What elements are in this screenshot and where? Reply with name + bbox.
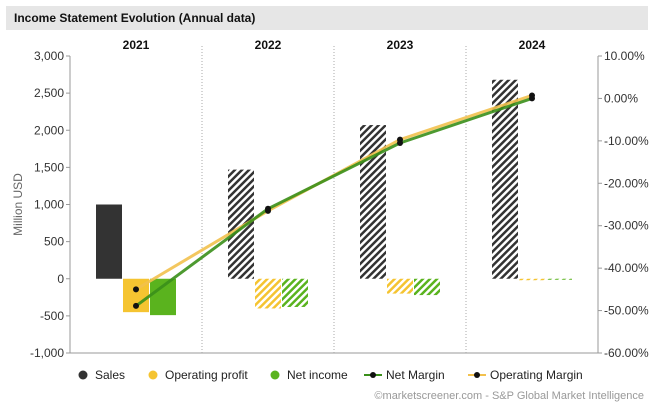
y-tick-label: 1,500: [34, 160, 64, 174]
category-label: 2022: [255, 38, 282, 52]
legend-swatch-dot: [474, 372, 480, 378]
net-income-bar: [282, 278, 308, 307]
legend-swatch-dot: [370, 372, 376, 378]
legend-symbol: [270, 370, 280, 380]
y-tick-label: 0: [57, 272, 64, 286]
source-credit: ©marketscreener.com - S&P Global Market …: [374, 390, 644, 402]
legend-symbol: [78, 370, 88, 380]
legend-symbol: [148, 370, 158, 380]
y2-tick-label: -30.00%: [604, 219, 649, 233]
net-margin-point: [397, 139, 403, 146]
y-tick-label: 3,000: [34, 49, 64, 63]
y2-tick-label: -50.00%: [604, 304, 649, 318]
sales-bar: [96, 204, 122, 279]
operating-profit-bar: [255, 278, 281, 309]
y-tick-label: 500: [44, 235, 64, 249]
category-label: 2024: [519, 38, 546, 52]
net-margin-point: [133, 302, 139, 309]
y2-tick-label: 0.00%: [604, 91, 638, 105]
operating-margin-point: [133, 286, 139, 293]
legend-label: Operating profit: [165, 368, 248, 382]
net-income-bar: [546, 278, 572, 280]
operating-profit-bar: [519, 278, 545, 281]
y2-tick-label: -60.00%: [604, 346, 649, 360]
net-margin-point: [529, 95, 535, 102]
y2-tick-label: -10.00%: [604, 134, 649, 148]
sales-bar: [492, 79, 518, 279]
net-income-bar: [414, 278, 440, 296]
y2-tick-label: -40.00%: [604, 261, 649, 275]
net-margin-point: [265, 205, 271, 212]
operating-profit-bar: [387, 278, 413, 294]
category-label: 2021: [123, 38, 150, 52]
category-label: 2023: [387, 38, 414, 52]
legend-swatch: [148, 370, 158, 380]
legend-label: Operating Margin: [490, 368, 583, 382]
legend-symbol: [468, 372, 486, 378]
legend-label: Net income: [287, 368, 348, 382]
legend-symbol: [364, 372, 382, 378]
legend-swatch: [78, 370, 88, 380]
chart-title: Income Statement Evolution (Annual data): [14, 11, 256, 25]
legend-label: Net Margin: [386, 368, 445, 382]
y2-tick-label: 10.00%: [604, 49, 645, 63]
net-margin-line: [135, 97, 533, 308]
y-tick-label: 2,000: [34, 123, 64, 137]
legend-label: Sales: [95, 368, 126, 382]
y2-tick-label: -20.00%: [604, 176, 649, 190]
y-tick-label: 1,000: [34, 198, 64, 212]
y-tick-label: 2,500: [34, 86, 64, 100]
chart-title-bar: Income Statement Evolution (Annual data): [6, 6, 648, 30]
y-tick-label: -1,000: [30, 346, 64, 360]
y-axis-title: Million USD: [11, 173, 25, 236]
sales-bar: [228, 169, 254, 279]
y-tick-label: -500: [40, 309, 64, 323]
legend-swatch: [270, 370, 280, 380]
